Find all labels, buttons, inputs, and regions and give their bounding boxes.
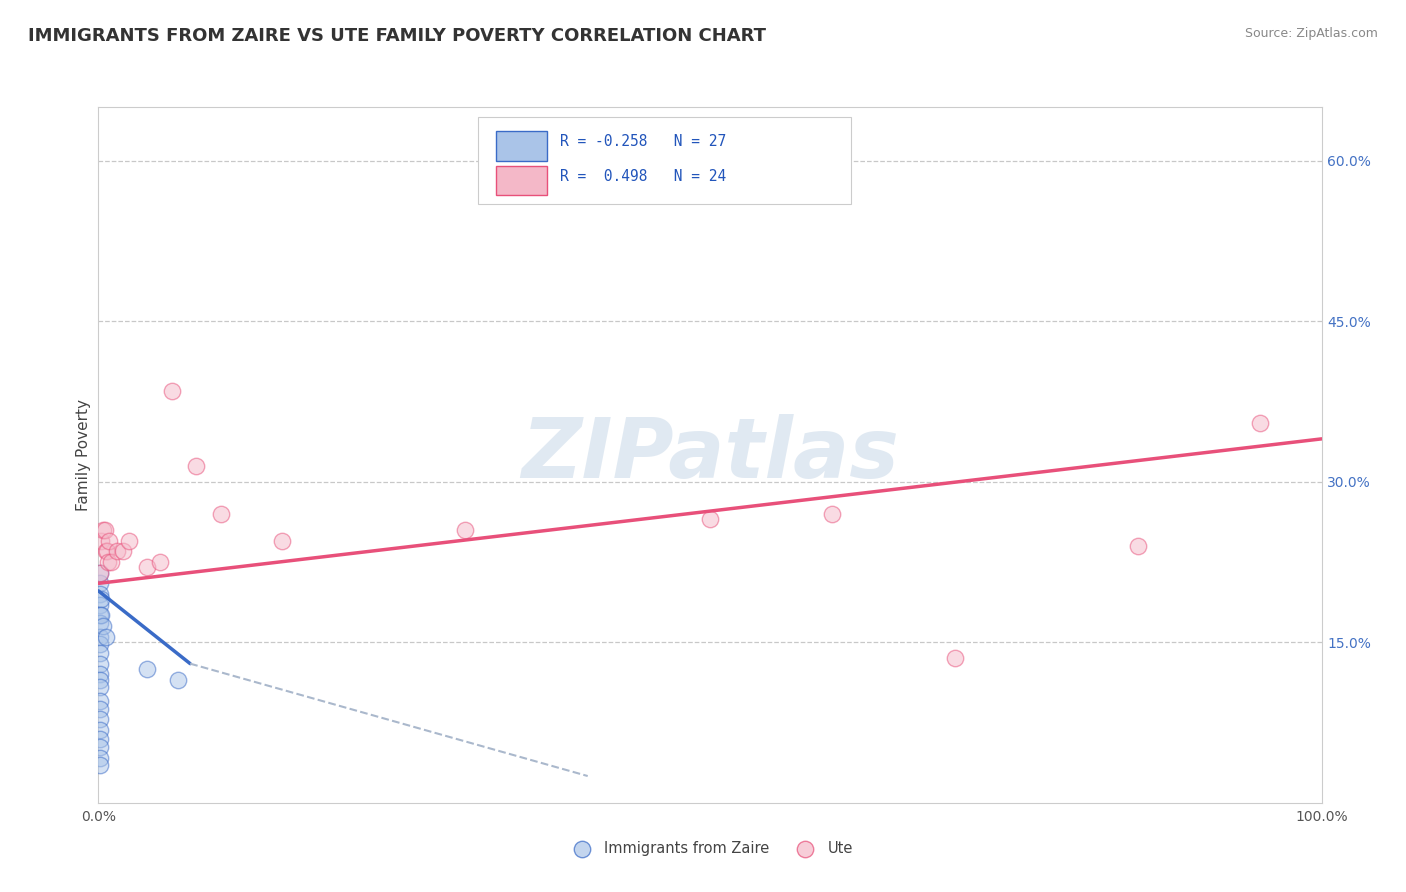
Point — [111, 544, 134, 558]
Point — [90, 592, 112, 607]
Point — [91, 523, 114, 537]
Point — [149, 555, 172, 569]
Point — [94, 544, 117, 558]
Point — [89, 740, 111, 755]
Point — [160, 384, 183, 398]
Y-axis label: Family Poverty: Family Poverty — [76, 399, 91, 511]
Point — [89, 731, 111, 746]
Point — [167, 673, 190, 687]
Point — [90, 608, 112, 623]
Point — [89, 637, 111, 651]
Text: Source: ZipAtlas.com: Source: ZipAtlas.com — [1244, 27, 1378, 40]
Point — [89, 712, 111, 726]
Point — [91, 619, 114, 633]
Point — [89, 667, 111, 681]
Point — [209, 507, 232, 521]
Point — [136, 662, 159, 676]
Point — [270, 533, 294, 548]
Point — [136, 560, 159, 574]
Point — [89, 630, 111, 644]
Point — [98, 533, 121, 548]
Point — [89, 608, 111, 623]
Text: IMMIGRANTS FROM ZAIRE VS UTE FAMILY POVERTY CORRELATION CHART: IMMIGRANTS FROM ZAIRE VS UTE FAMILY POVE… — [28, 27, 766, 45]
Point — [89, 587, 111, 601]
Point — [89, 701, 111, 715]
Legend: Immigrants from Zaire, Ute: Immigrants from Zaire, Ute — [561, 835, 859, 862]
Point — [89, 657, 111, 671]
Point — [89, 723, 111, 737]
Point — [100, 555, 122, 569]
FancyBboxPatch shape — [496, 131, 547, 161]
Point — [118, 533, 141, 548]
Point — [96, 544, 118, 558]
Point — [93, 523, 115, 537]
Text: R =  0.498   N = 24: R = 0.498 N = 24 — [560, 169, 725, 184]
Text: ZIPatlas: ZIPatlas — [522, 415, 898, 495]
Point — [1249, 416, 1271, 430]
Point — [90, 533, 112, 548]
Point — [105, 544, 128, 558]
Point — [89, 576, 111, 591]
Point — [89, 615, 111, 630]
FancyBboxPatch shape — [478, 118, 851, 204]
Point — [89, 680, 111, 694]
Point — [89, 758, 111, 772]
Point — [943, 651, 966, 665]
Point — [89, 694, 111, 708]
Point — [89, 646, 111, 660]
Point — [89, 566, 111, 580]
Point — [94, 630, 117, 644]
Point — [89, 751, 111, 765]
Point — [454, 523, 477, 537]
Point — [97, 555, 120, 569]
Point — [89, 673, 111, 687]
FancyBboxPatch shape — [496, 166, 547, 195]
Point — [89, 566, 111, 580]
Point — [699, 512, 721, 526]
Text: R = -0.258   N = 27: R = -0.258 N = 27 — [560, 135, 725, 149]
Point — [89, 598, 111, 612]
Point — [821, 507, 844, 521]
Point — [1128, 539, 1150, 553]
Point — [186, 458, 208, 473]
